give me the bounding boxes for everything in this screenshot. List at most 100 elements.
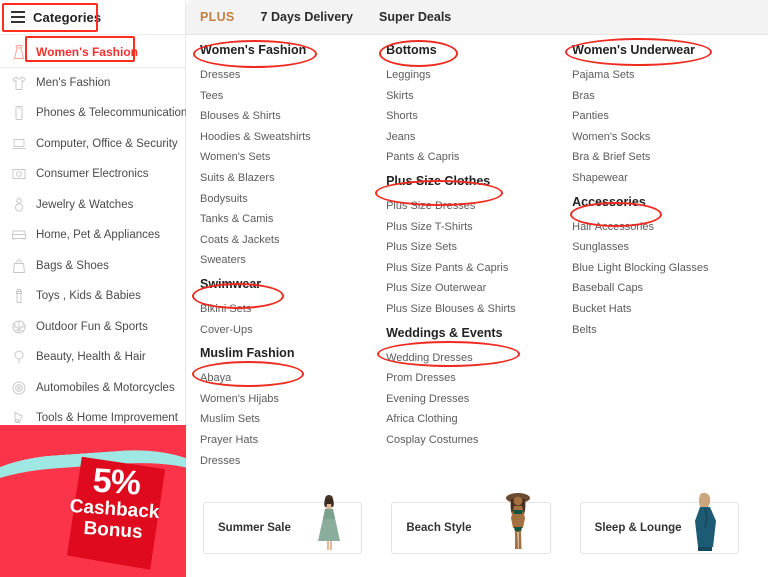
group-women-s-fashion: Women's Fashion Dresses Tees Blouses & Shir… (200, 43, 386, 271)
tab-super-deals[interactable]: Super Deals (378, 10, 452, 24)
promo-card[interactable]: Beach Style (391, 493, 551, 554)
sidebar-item-label: Toys , Kids & Babies (36, 290, 141, 303)
subcategory-link[interactable]: Plus Size Blouses & Shirts (386, 302, 516, 315)
subcategory-link[interactable]: Bra & Brief Sets (572, 151, 651, 164)
subcategory-link[interactable]: Baseball Caps (572, 282, 644, 295)
sidebar-item-beauty-health-hair[interactable]: Beauty, Health & Hair (0, 342, 185, 373)
subcategory-link[interactable]: Coats & Jackets (200, 233, 280, 246)
sidebar-item-toys-kids-babies[interactable]: Toys , Kids & Babies (0, 281, 185, 312)
sidebar-item-home-pet-appliances[interactable]: Home, Pet & Appliances (0, 220, 185, 251)
sidebar-item-label: Automobiles & Motorcycles (36, 381, 175, 394)
subcategory-column-1: Women's Fashion Dresses Tees Blouses & Shir… (200, 43, 386, 490)
subcategory-link[interactable]: Wedding Dresses (386, 351, 473, 364)
group-title[interactable]: Plus Size Clothes (386, 173, 491, 188)
subcategory-link[interactable]: Women's Socks (572, 130, 651, 143)
promo-card[interactable]: Sleep & Lounge (579, 492, 739, 554)
drill-icon (11, 410, 27, 426)
subcategory-link[interactable]: Skirts (386, 89, 414, 102)
subcategory-link[interactable]: Blouses & Shirts (200, 110, 281, 123)
subcategory-link[interactable]: Bucket Hats (572, 302, 632, 315)
subcategory-link[interactable]: Cover-Ups (200, 323, 253, 336)
categories-header[interactable]: Categories (0, 0, 185, 35)
subcategory-link[interactable]: Bras (572, 89, 595, 102)
subcategory-link[interactable]: Evening Dresses (386, 392, 470, 405)
group-title[interactable]: Bottoms (386, 43, 437, 57)
promo-card-image (500, 491, 536, 553)
sidebar-item-bags-shoes[interactable]: Bags & Shoes (0, 251, 185, 282)
subcategory-link[interactable]: Cosplay Costumes (386, 433, 479, 446)
subcategory-link[interactable]: Panties (572, 110, 609, 123)
sidebar-item-label: Outdoor Fun & Sports (36, 320, 148, 333)
group-title[interactable]: Muslim Fashion (200, 346, 295, 361)
sofa-icon (11, 227, 27, 243)
sidebar-item-label: Computer, Office & Security (36, 137, 178, 150)
group-title[interactable]: Women's Underwear (572, 43, 696, 57)
sidebar-item-consumer-electronics[interactable]: Consumer Electronics (0, 159, 185, 190)
subcategory-link[interactable]: Jeans (386, 130, 416, 143)
sidebar-item-automobiles-motorcycles[interactable]: Automobiles & Motorcycles (0, 373, 185, 404)
subcategory-link[interactable]: Women's Hijabs (200, 392, 279, 405)
subcategory-link[interactable]: Bodysuits (200, 192, 248, 205)
sidebar-item-phones-telecommunications[interactable]: Phones & Telecommunications (0, 98, 193, 129)
subcategory-link[interactable]: Belts (572, 323, 597, 336)
subcategory-link[interactable]: Bikini Sets (200, 302, 252, 315)
tab-7-days-delivery[interactable]: 7 Days Delivery (260, 10, 353, 24)
subcategory-link[interactable]: Pants & Capris (386, 151, 460, 164)
sidebar-item-label: Bags & Shoes (36, 259, 109, 272)
bag-icon (11, 258, 27, 274)
sidebar-item-label: Tools & Home Improvement (36, 412, 178, 425)
subcategory-link[interactable]: Tanks & Camis (200, 213, 274, 226)
subcategory-link[interactable]: Plus Size T-Shirts (386, 220, 473, 233)
basketball-icon (11, 319, 27, 335)
sidebar-item-jewelry-watches[interactable]: Jewelry & Watches (0, 190, 185, 221)
promo-card[interactable]: Summer Sale (203, 495, 363, 554)
subcategory-link[interactable]: Hair Accessories (572, 220, 655, 233)
subcategory-link[interactable]: Suits & Blazers (200, 171, 275, 184)
sidebar-item-outdoor-fun-sports[interactable]: Outdoor Fun & Sports (0, 312, 185, 343)
subcategory-link[interactable]: Sweaters (200, 254, 246, 267)
group-accessories: Accessories Hair Accessories Sunglasses Blu… (572, 195, 768, 341)
subcategory-link[interactable]: Plus Size Pants & Capris (386, 261, 509, 274)
subcategory-link[interactable]: Plus Size Outerwear (386, 282, 487, 295)
sidebar-item-label: Phones & Telecommunications (36, 107, 194, 120)
subcategory-link[interactable]: Muslim Sets (200, 413, 260, 426)
subcategory-link[interactable]: Shorts (386, 110, 418, 123)
group-title[interactable]: Accessories (572, 194, 646, 209)
subcategory-link[interactable]: Blue Light Blocking Glasses (572, 261, 709, 274)
subcategory-link[interactable]: Pajama Sets (572, 69, 635, 81)
ring-icon (11, 197, 27, 213)
group-weddings-events: Weddings & Events Wedding Dresses Prom Dre… (386, 326, 572, 451)
sidebar-item-tools-home-improvement[interactable]: Tools & Home Improvement (0, 403, 185, 434)
subcategory-link[interactable]: Prom Dresses (386, 372, 456, 385)
subcategory-link[interactable]: Abaya (200, 372, 232, 385)
promo-card-label: Sleep & Lounge (594, 522, 682, 534)
sidebar-item-women-s-fashion[interactable]: Women's Fashion (0, 37, 185, 68)
subcategory-column-2: Bottoms Leggings Skirts Shorts Jeans Pants & … (386, 43, 572, 490)
promo-tab-bar: PLUS 7 Days Delivery Super Deals (186, 0, 768, 35)
subcategory-link[interactable]: Leggings (386, 69, 431, 81)
subcategory-link[interactable]: Women's Sets (200, 151, 271, 164)
tab-plus[interactable]: PLUS (200, 10, 235, 24)
cashback-banner[interactable]: 5% Cashback Bonus (0, 425, 186, 577)
subcategory-link[interactable]: Africa Clothing (386, 413, 458, 426)
tshirt-icon (11, 75, 27, 91)
subcategory-link[interactable]: Dresses (200, 69, 241, 81)
group-title[interactable]: Women's Fashion (200, 43, 307, 57)
subcategory-link[interactable]: Sunglasses (572, 241, 629, 254)
categories-header-label: Categories (33, 9, 102, 25)
sidebar-item-men-s-fashion[interactable]: Men's Fashion (0, 68, 185, 99)
subcategory-link[interactable]: Prayer Hats (200, 433, 259, 446)
subcategory-link[interactable]: Hoodies & Sweatshirts (200, 130, 311, 143)
sidebar-item-computer-office-security[interactable]: Computer, Office & Security (0, 129, 185, 160)
subcategory-link[interactable]: Dresses (200, 454, 241, 467)
subcategory-link[interactable]: Shapewear (572, 171, 628, 184)
group-title[interactable]: Weddings & Events (386, 325, 503, 340)
subcategory-link[interactable]: Plus Size Sets (386, 241, 457, 254)
promo-card-image (311, 491, 347, 553)
wheel-icon (11, 380, 27, 396)
subcategory-link[interactable]: Plus Size Dresses (386, 199, 476, 212)
group-title[interactable]: Swimwear (200, 276, 262, 291)
subcategory-link[interactable]: Tees (200, 89, 224, 102)
sidebar-item-label: Beauty, Health & Hair (36, 351, 146, 364)
